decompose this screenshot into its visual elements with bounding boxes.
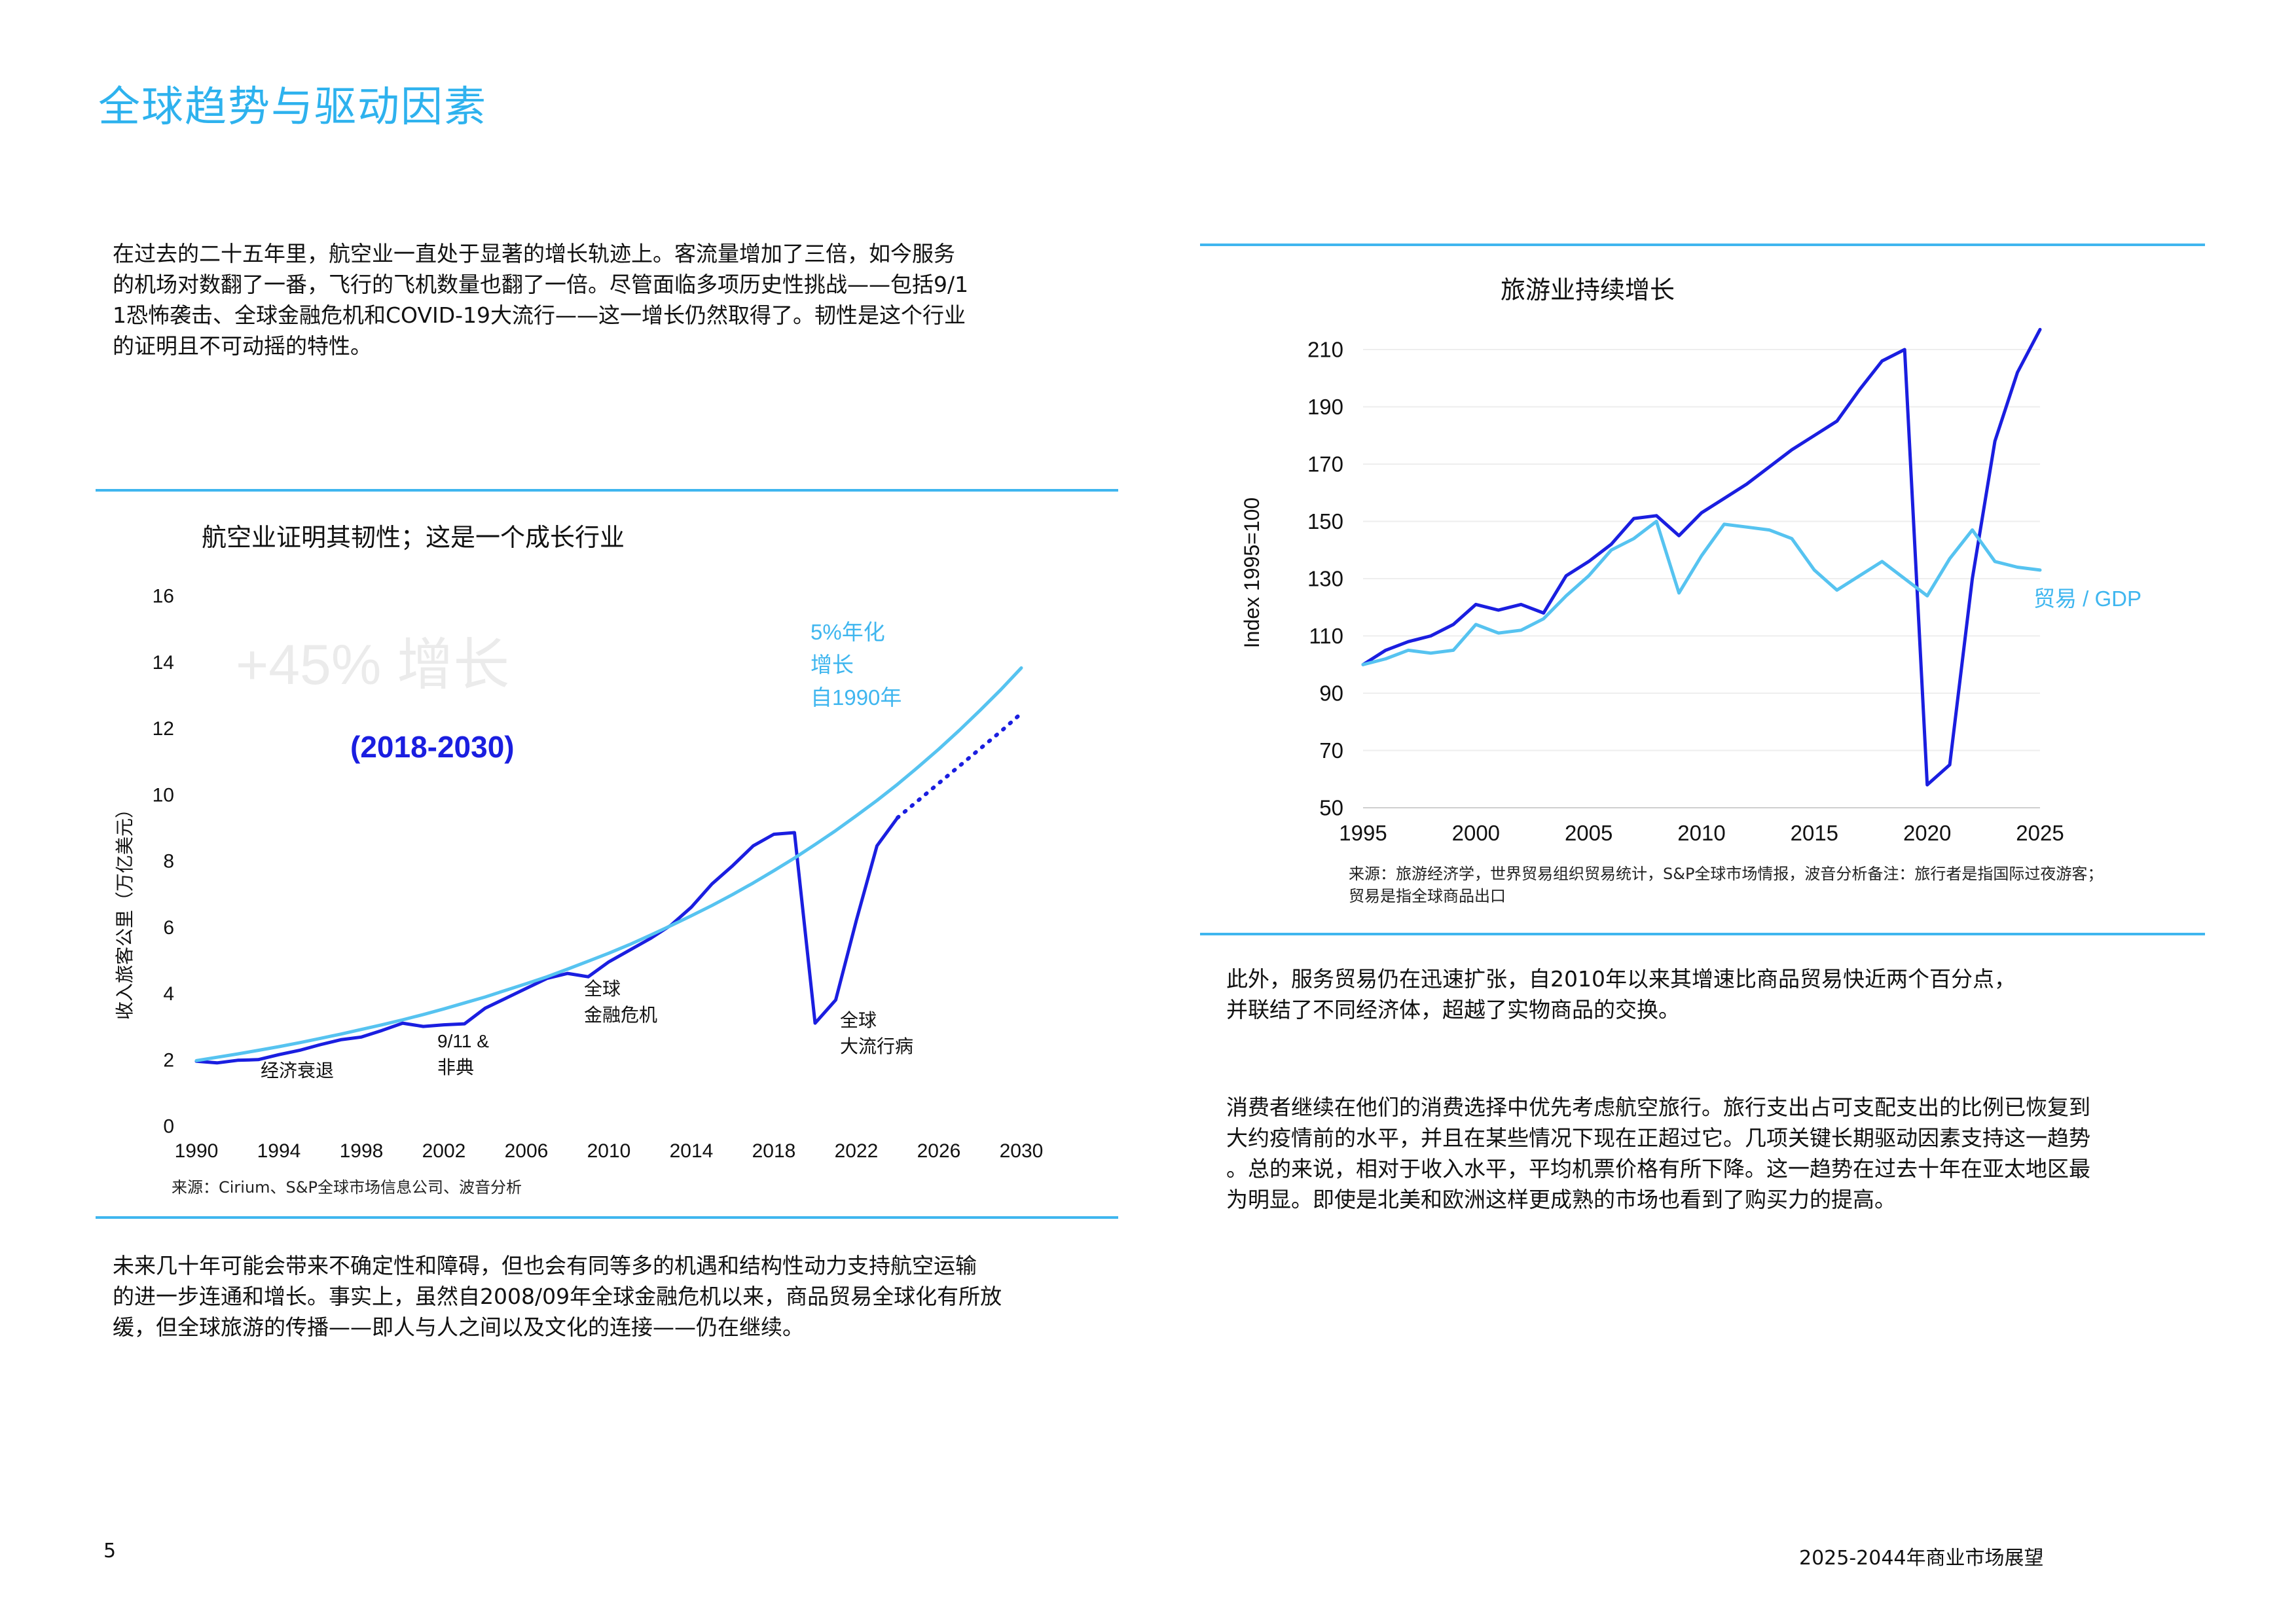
x-tick-label: 2030 xyxy=(1000,1140,1044,1162)
paragraph-line: 为明显。即使是北美和欧洲这样更成熟的市场也看到了购买力的提高。 xyxy=(1226,1187,1896,1212)
x-tick-label: 2025 xyxy=(2016,821,2064,845)
y-tick-label: 14 xyxy=(153,652,174,674)
left-chart-title: 航空业证明其韧性；这是一个成长行业 xyxy=(202,523,625,552)
nine-eleven-label-1: 9/11 & xyxy=(437,1031,489,1051)
y-tick-label: 50 xyxy=(1319,796,1343,820)
y-tick-label: 16 xyxy=(153,586,174,607)
right-paragraph-2: 消费者继续在他们的消费选择中优先考虑航空旅行。旅行支出占可支配支出的比例已恢复到… xyxy=(1226,1092,2090,1215)
series-line-1 xyxy=(896,711,1023,820)
growth-watermark: +45% 增长 xyxy=(236,634,509,696)
x-tick-label: 2026 xyxy=(917,1140,961,1162)
pandemic-label-2: 大流行病 xyxy=(840,1036,913,1056)
trend-label-line2: 增长 xyxy=(811,653,854,677)
x-tick-label: 1995 xyxy=(1339,821,1387,845)
footer-title: 2025-2044年商业市场展望 xyxy=(1799,1547,2044,1570)
legend-trade-gdp: 贸易 / GDP xyxy=(2033,586,2141,611)
x-tick-label: 1994 xyxy=(257,1140,301,1162)
x-tick-label: 2015 xyxy=(1791,821,1838,845)
y-tick-label: 10 xyxy=(153,784,174,806)
paragraph-line: 并联结了不同经济体，超越了实物商品的交换。 xyxy=(1226,997,1680,1022)
x-tick-label: 2018 xyxy=(752,1140,796,1162)
y-axis-label: 收入旅客公里（万亿美元） xyxy=(115,800,135,1020)
y-tick-label: 12 xyxy=(153,718,174,740)
y-axis-label: Index 1995=100 xyxy=(1240,497,1264,648)
page-number: 5 xyxy=(103,1540,117,1562)
intro-paragraph: 在过去的二十五年里，航空业一直处于显著的增长轨迹上。客流量增加了三倍，如今服务 … xyxy=(113,238,968,361)
y-tick-label: 4 xyxy=(163,983,174,1005)
y-tick-label: 70 xyxy=(1319,738,1343,763)
gfc-label-1: 全球 xyxy=(584,979,621,999)
paragraph-line: 缓，但全球旅游的传播——即人与人之间以及文化的连接——仍在继续。 xyxy=(113,1314,804,1340)
source-line: 来源：旅游经济学，世界贸易组织贸易统计，S&P全球市场情报，波音分析备注：旅行者… xyxy=(1349,865,2104,883)
paragraph-line: 此外，服务贸易仍在迅速扩张，自2010年以来其增速比商品贸易快近两个百分点， xyxy=(1226,966,2016,992)
left-chart-bottom-rule xyxy=(96,1216,1118,1219)
intro-line: 在过去的二十五年里，航空业一直处于显著的增长轨迹上。客流量增加了三倍，如今服务 xyxy=(113,241,955,266)
series-line-0 xyxy=(1361,327,2042,787)
paragraph-line: 。总的来说，相对于收入水平，平均机票价格有所下降。这一趋势在过去十年在亚太地区最 xyxy=(1226,1156,2090,1182)
pandemic-label-1: 全球 xyxy=(840,1010,877,1030)
x-tick-label: 2010 xyxy=(587,1140,631,1162)
x-tick-label: 2010 xyxy=(1677,821,1725,845)
series-line-2 xyxy=(194,666,1023,1062)
intro-line: 的机场对数翻了一番，飞行的飞机数量也翻了一倍。尽管面临多项历史性挑战——包括9/… xyxy=(113,272,969,297)
y-tick-label: 170 xyxy=(1307,452,1343,477)
y-tick-label: 0 xyxy=(163,1116,174,1138)
x-tick-label: 2022 xyxy=(835,1140,879,1162)
bottom-left-paragraph: 未来几十年可能会带来不确定性和障碍，但也会有同等多的机遇和结构性动力支持航空运输… xyxy=(113,1250,1002,1343)
y-tick-label: 6 xyxy=(163,917,174,939)
y-tick-label: 90 xyxy=(1319,681,1343,706)
x-tick-label: 2002 xyxy=(422,1140,466,1162)
paragraph-line: 消费者继续在他们的消费选择中优先考虑航空旅行。旅行支出占可支配支出的比例已恢复到 xyxy=(1226,1094,2090,1120)
paragraph-line: 的进一步连通和增长。事实上，虽然自2008/09年全球金融危机以来，商品贸易全球… xyxy=(113,1284,1002,1309)
source-line: 贸易是指全球商品出口 xyxy=(1349,887,1506,905)
left-chart-source: 来源：Cirium、S&P全球市场信息公司、波音分析 xyxy=(172,1178,522,1197)
intro-line: 的证明且不可动摇的特性。 xyxy=(113,333,372,359)
y-tick-label: 150 xyxy=(1307,509,1343,533)
intro-line: 1恐怖袭击、全球金融危机和COVID-19大流行——这一增长仍然取得了。韧性是这… xyxy=(113,302,966,328)
y-tick-label: 130 xyxy=(1307,567,1343,591)
growth-period-label: (2018-2030) xyxy=(350,730,515,764)
gfc-label-2: 金融危机 xyxy=(584,1005,657,1025)
y-tick-label: 110 xyxy=(1309,624,1343,648)
page-title: 全球趋势与驱动因素 xyxy=(98,83,487,132)
x-tick-label: 2014 xyxy=(670,1140,714,1162)
trend-label-line1: 5%年化 xyxy=(811,620,885,644)
left-chart-top-rule xyxy=(96,489,1118,492)
x-tick-label: 1998 xyxy=(340,1140,384,1162)
right-chart-source: 来源：旅游经济学，世界贸易组织贸易统计，S&P全球市场情报，波音分析备注：旅行者… xyxy=(1349,863,2103,907)
nine-eleven-label-2: 非典 xyxy=(437,1057,474,1077)
y-tick-label: 2 xyxy=(163,1049,174,1071)
series-line-1 xyxy=(1361,520,2042,666)
paragraph-line: 未来几十年可能会带来不确定性和障碍，但也会有同等多的机遇和结构性动力支持航空运输 xyxy=(113,1253,977,1278)
x-tick-label: 1990 xyxy=(175,1140,219,1162)
right-chart-top-rule xyxy=(1200,244,2205,246)
recession-label: 经济衰退 xyxy=(261,1060,334,1081)
paragraph-line: 大约疫情前的水平，并且在某些情况下现在正超过它。几项关键长期驱动因素支持这一趋势 xyxy=(1226,1125,2090,1151)
series-line-0 xyxy=(194,816,900,1065)
tourism-growth-chart: Index 1995=100 50 70 90 110 130 150 170 190 210 1… xyxy=(1240,327,2141,845)
y-tick-label: 190 xyxy=(1307,395,1343,419)
x-tick-label: 2020 xyxy=(1903,821,1951,845)
y-tick-label: 8 xyxy=(163,851,174,873)
aviation-growth-chart: 收入旅客公里（万亿美元） 0 2 4 6 8 10 12 14 16 1990 1994 1998 20… xyxy=(115,586,1044,1163)
right-chart-bottom-rule xyxy=(1200,933,2205,935)
right-paragraph-1: 此外，服务贸易仍在迅速扩张，自2010年以来其增速比商品贸易快近两个百分点， 并… xyxy=(1226,964,2016,1025)
y-tick-label: 210 xyxy=(1307,338,1343,362)
x-tick-label: 2005 xyxy=(1565,821,1613,845)
right-chart-title: 旅游业持续增长 xyxy=(1501,276,1675,304)
x-tick-label: 2006 xyxy=(505,1140,549,1162)
x-tick-label: 2000 xyxy=(1452,821,1500,845)
trend-label-line3: 自1990年 xyxy=(811,685,902,710)
